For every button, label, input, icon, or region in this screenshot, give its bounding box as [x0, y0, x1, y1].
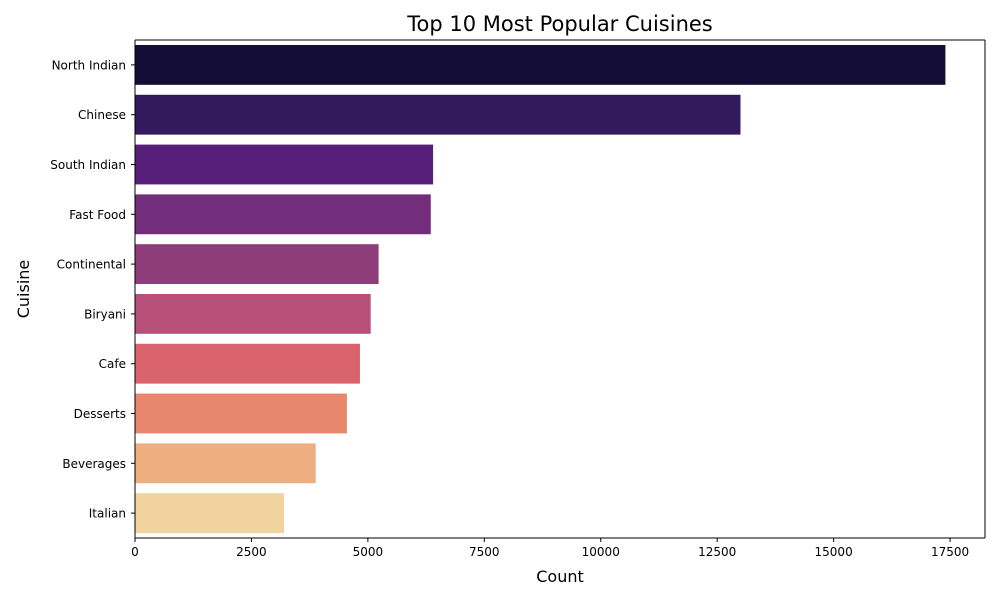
y-tick-label: Chinese — [78, 108, 126, 122]
x-axis-ticks: 0 2500 5000 7500 10000 12500 15000 17500 — [131, 538, 969, 559]
bar-north-indian — [135, 44, 946, 85]
bar-italian — [135, 493, 285, 534]
y-tick-label: Biryani — [84, 307, 126, 321]
x-tick-label: 17500 — [931, 545, 969, 559]
x-axis-label: Count — [536, 567, 584, 586]
y-axis-ticks: North Indian Chinese South Indian Fast Food… — [50, 58, 135, 521]
bar-beverages — [135, 443, 316, 484]
bar-biryani — [135, 293, 371, 334]
bar-desserts — [135, 393, 347, 434]
y-axis-label: Cuisine — [14, 260, 33, 319]
y-tick-label: Beverages — [62, 457, 126, 471]
x-tick-label: 15000 — [815, 545, 853, 559]
y-tick-label: South Indian — [50, 158, 126, 172]
bar-fast-food — [135, 194, 431, 235]
bar-chinese — [135, 94, 741, 135]
y-tick-label: Cafe — [99, 357, 126, 371]
chart-title: Top 10 Most Popular Cuisines — [406, 12, 713, 36]
x-tick-label: 5000 — [353, 545, 384, 559]
bar-cafe — [135, 343, 360, 384]
x-tick-label: 2500 — [236, 545, 267, 559]
plot-frame — [134, 39, 986, 539]
y-tick-label: Italian — [89, 507, 126, 521]
y-tick-label: Fast Food — [69, 208, 126, 222]
x-tick-label: 7500 — [469, 545, 500, 559]
x-tick-label: 0 — [131, 545, 139, 559]
x-tick-label: 12500 — [698, 545, 736, 559]
bar-continental — [135, 244, 379, 285]
y-tick-label: Continental — [57, 258, 126, 272]
bars-group — [135, 44, 946, 534]
bar-south-indian — [135, 144, 434, 185]
y-tick-label: North Indian — [52, 58, 126, 72]
x-tick-label: 10000 — [582, 545, 620, 559]
y-tick-label: Desserts — [74, 407, 126, 421]
